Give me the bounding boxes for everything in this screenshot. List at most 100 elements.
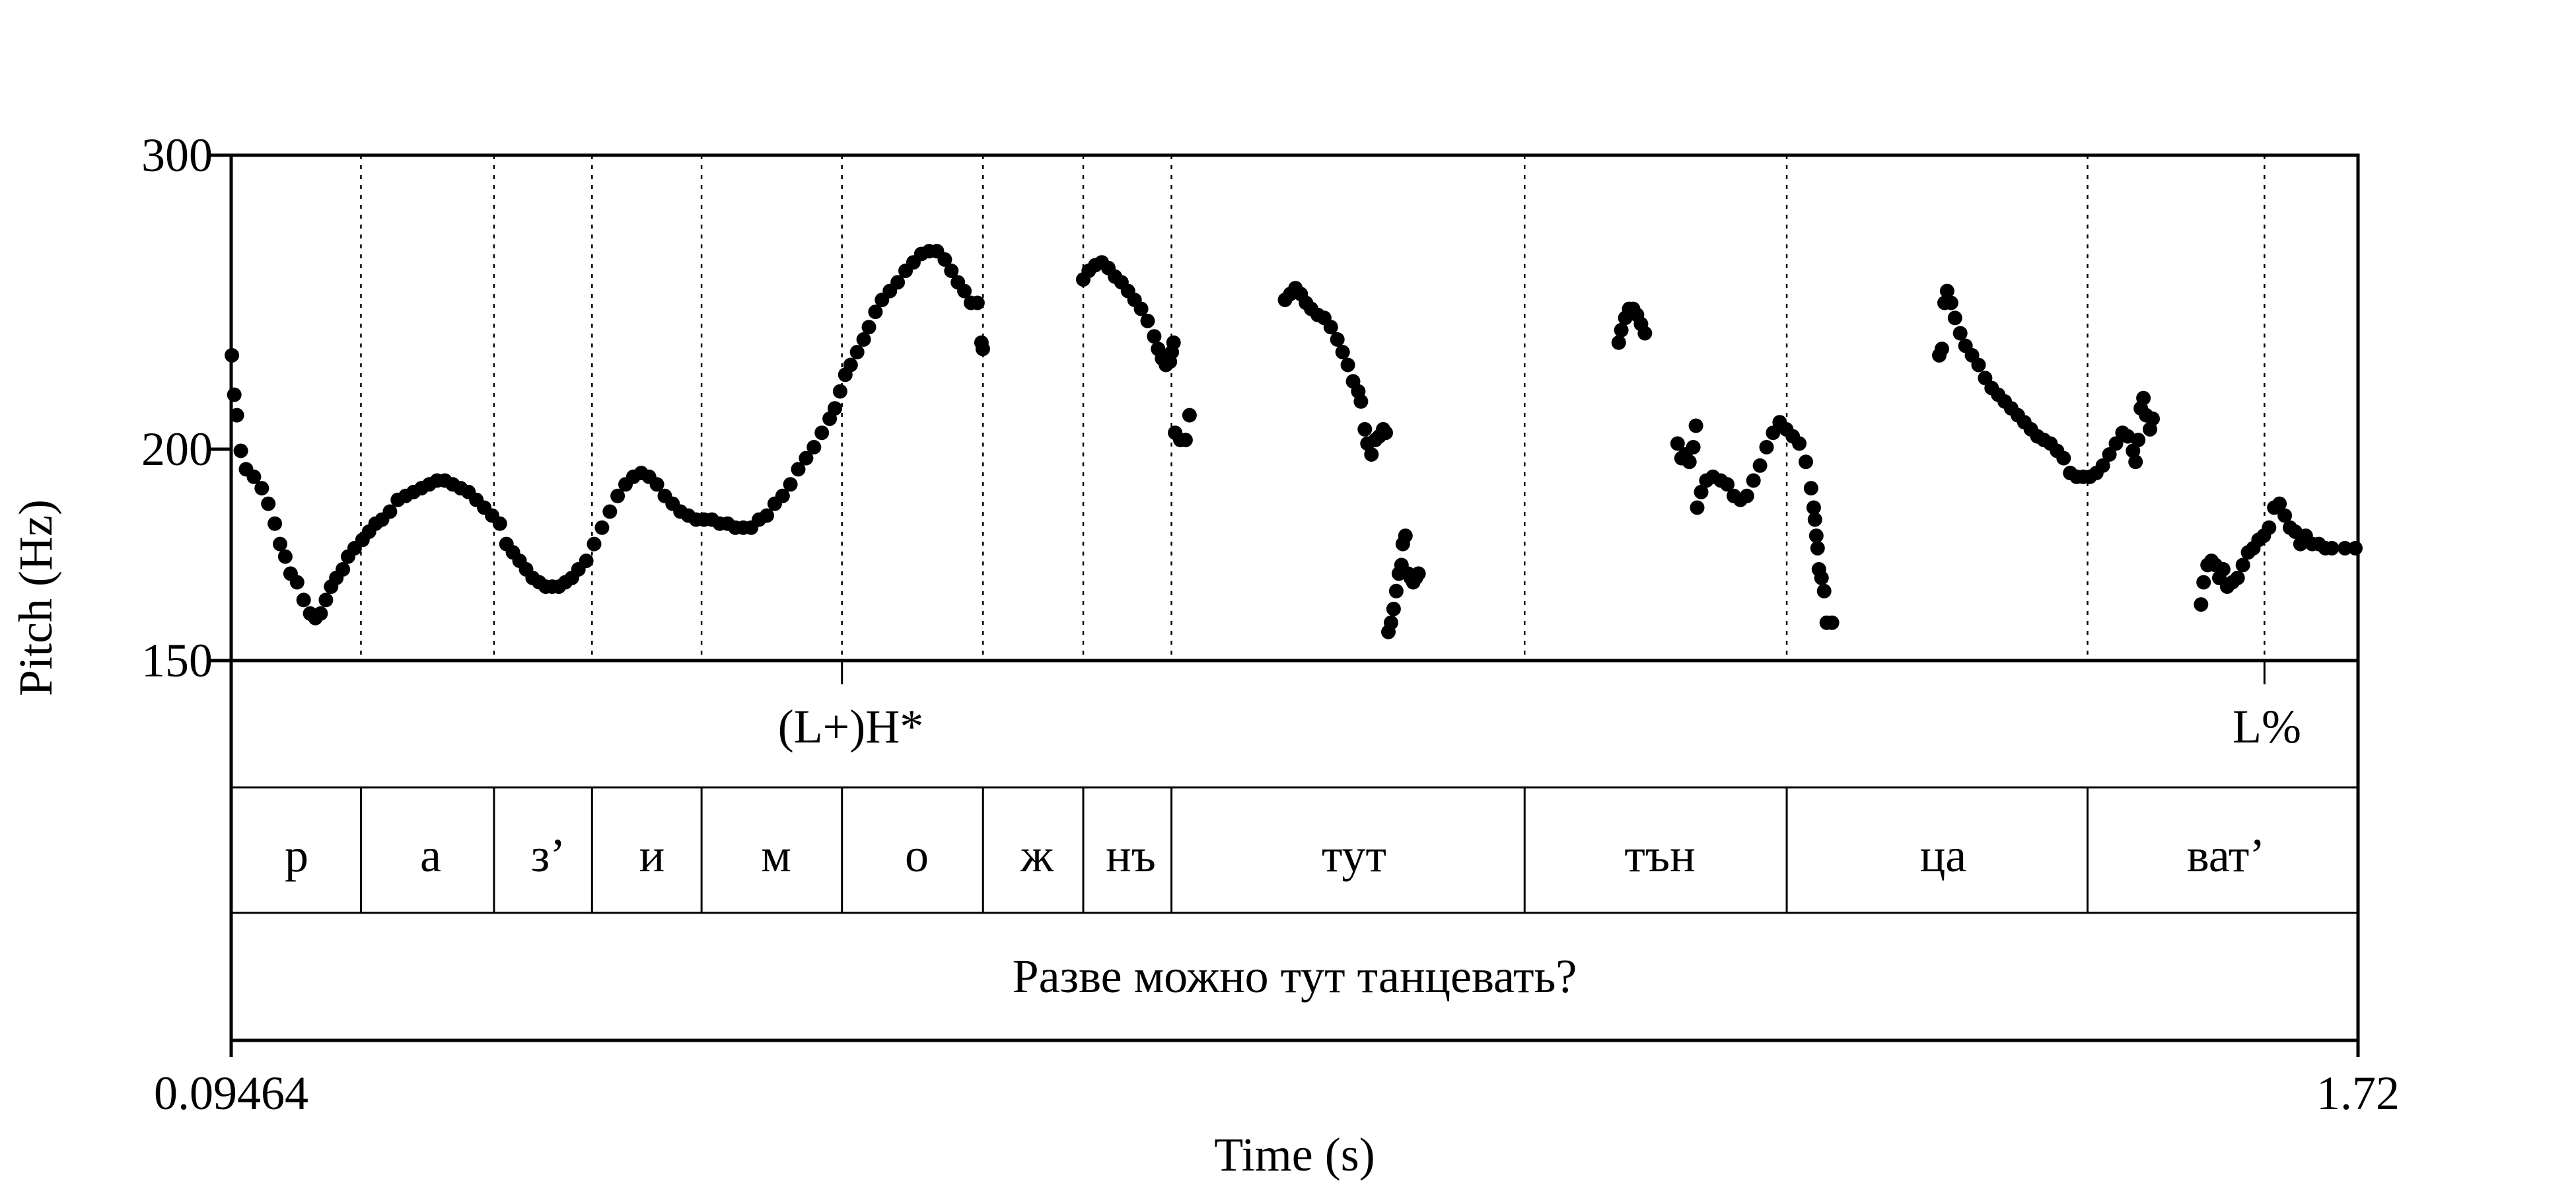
pitch-point <box>1340 357 1355 373</box>
pitch-point <box>296 593 311 608</box>
pitch-point <box>1637 326 1653 341</box>
pitch-point <box>2235 558 2250 573</box>
pitch-point <box>791 462 806 477</box>
pitch-point <box>1746 473 1761 488</box>
x-axis: 0.09464 1.72 <box>154 1040 2400 1120</box>
pitch-point <box>1323 320 1338 335</box>
pitch-point <box>2102 447 2117 462</box>
pitch-point <box>268 516 283 531</box>
pitch-point <box>277 549 293 564</box>
pitch-point <box>1739 488 1754 503</box>
pitch-point <box>814 425 830 441</box>
pitch-point <box>1939 283 1954 299</box>
pitch-point <box>1943 295 1958 310</box>
pitch-point <box>2108 436 2124 451</box>
x-axis-label: Time (s) <box>1214 1128 1375 1181</box>
pitch-point <box>1720 477 1735 492</box>
pitch-point <box>1759 440 1774 454</box>
pitch-point <box>2215 561 2231 577</box>
y-axis-label: Pitch (Hz) <box>9 499 62 696</box>
pitch-point <box>1682 454 1697 470</box>
segment-label: тут <box>1322 829 1386 882</box>
pitch-point <box>843 357 858 373</box>
pitch-point <box>273 536 287 552</box>
pitch-point <box>2262 520 2277 535</box>
pitch-point <box>2272 496 2287 511</box>
segment-tier: р а з’ и м о ж нъ тут тън ца ват’ <box>285 829 2265 882</box>
pitch-point <box>937 252 952 267</box>
pitch-point <box>806 440 822 454</box>
pitch-point <box>2277 508 2293 523</box>
pitch-point <box>1166 335 1181 350</box>
segment-label: ца <box>1920 829 1967 882</box>
pitch-point <box>1182 408 1197 423</box>
pitch-plot-frame <box>229 153 2360 663</box>
segment-label: а <box>420 829 441 882</box>
pitch-point <box>492 516 507 531</box>
pitch-point <box>1386 601 1401 616</box>
pitch-point <box>1388 583 1404 598</box>
pitch-point <box>1935 342 1949 357</box>
segment-label: нъ <box>1106 829 1156 882</box>
pitch-point <box>2095 458 2110 473</box>
pitch-track <box>225 244 2363 639</box>
pitch-point <box>957 283 972 299</box>
tone-label-h-star: (L+)H* <box>778 700 924 753</box>
pitch-point <box>1824 615 1840 630</box>
x-tick-label-end: 1.72 <box>2316 1067 2400 1120</box>
pitch-point <box>227 387 242 402</box>
pitch-point <box>832 384 847 399</box>
pitch-point <box>2126 443 2141 458</box>
pitch-point <box>2338 540 2353 556</box>
pitch-point <box>1810 540 1825 556</box>
pitch-point <box>1952 326 1968 341</box>
pitch-point <box>799 450 814 466</box>
pitch-point <box>1694 484 1709 499</box>
pitch-point <box>336 561 351 577</box>
pitch-point <box>2230 570 2245 585</box>
pitch-point <box>1353 394 1369 409</box>
segment-label: м <box>761 829 791 882</box>
pitch-point <box>649 477 664 492</box>
pitch-point <box>1799 454 1813 470</box>
pitch-point <box>775 488 790 503</box>
y-tick-label-200: 200 <box>141 423 213 476</box>
pitch-point <box>1133 301 1149 316</box>
y-tick-label-150: 150 <box>141 634 213 687</box>
pitch-point <box>1752 458 1768 473</box>
pitch-point <box>2128 454 2143 470</box>
pitch-point <box>861 320 877 335</box>
pitch-point <box>610 488 626 503</box>
sentence-label: Разве можно тут танцевать? <box>1013 950 1577 1003</box>
pitch-point <box>1971 357 1986 373</box>
pitch-point <box>783 477 798 492</box>
pitch-point <box>2145 411 2160 426</box>
pitch-point <box>382 504 398 519</box>
pitch-point <box>2196 575 2211 590</box>
pitch-point <box>1147 329 1162 344</box>
pitch-point <box>1947 310 1962 326</box>
pitch-point <box>2056 450 2071 466</box>
pitch-point <box>594 520 610 535</box>
pitch-point <box>246 469 262 484</box>
pitch-point <box>1140 313 1155 328</box>
pitch-point <box>1614 322 1629 338</box>
pitch-point <box>1398 528 1413 544</box>
pitch-point <box>225 347 240 363</box>
pitch-point <box>579 554 594 568</box>
pitch-point <box>828 401 842 416</box>
y-tick-label-300: 300 <box>141 129 213 182</box>
pitch-point <box>233 443 248 458</box>
pitch-point <box>2136 390 2151 406</box>
pitch-point <box>587 536 602 552</box>
pitch-point <box>760 508 774 523</box>
pitch-point <box>1686 440 1701 454</box>
segment-label: ж <box>1020 829 1054 882</box>
pitch-point <box>868 305 883 320</box>
pitch-point <box>1364 447 1379 462</box>
pitch-point <box>1611 335 1626 350</box>
tone-tier: (L+)H* L% <box>778 700 2301 753</box>
pitch-point <box>1357 421 1373 437</box>
pitch-point <box>1670 436 1685 451</box>
pitch-point <box>1792 436 1807 451</box>
